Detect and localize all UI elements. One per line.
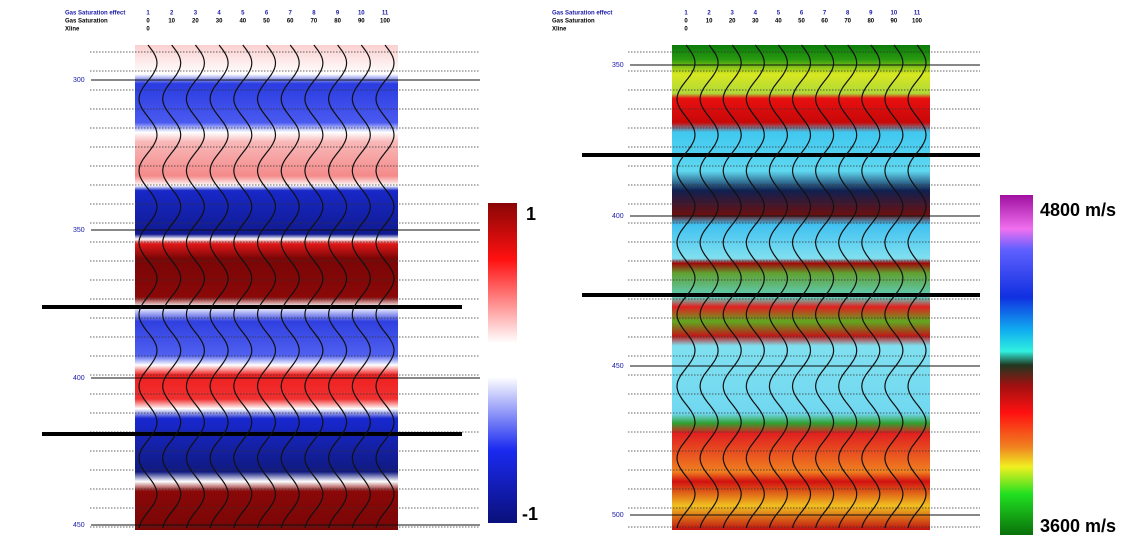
colorbar-max: 4800 m/s — [1040, 200, 1116, 220]
xline-value: 0 — [146, 27, 150, 33]
saturation-value: 90 — [891, 19, 898, 25]
trace-number: 4 — [217, 11, 221, 17]
trace-number: 11 — [382, 11, 389, 17]
saturation-value: 70 — [311, 19, 318, 25]
saturation-value: 60 — [287, 19, 294, 25]
colorbar-max: 1 — [526, 204, 536, 224]
saturation-value: 40 — [239, 19, 246, 25]
trace-number: 1 — [146, 11, 150, 17]
trace-number: 7 — [823, 11, 827, 17]
saturation-value: 30 — [216, 19, 223, 25]
depth-label: 400 — [612, 213, 624, 220]
saturation-value: 10 — [706, 19, 713, 25]
trace-number: 7 — [289, 11, 293, 17]
trace-number: 3 — [731, 11, 735, 17]
trace-number: 10 — [891, 11, 898, 17]
depth-label: 400 — [73, 375, 85, 382]
depth-label: 350 — [612, 62, 624, 69]
header-label: Xline — [552, 27, 567, 33]
depth-label: 450 — [73, 522, 85, 529]
trace-number: 2 — [707, 11, 711, 17]
left-colorbar-neg — [488, 377, 517, 523]
saturation-value: 0 — [146, 19, 150, 25]
saturation-value: 70 — [844, 19, 851, 25]
header-label: Gas Saturation — [65, 19, 108, 25]
trace-number: 8 — [846, 11, 850, 17]
trace-number: 1 — [684, 11, 688, 17]
saturation-value: 100 — [912, 19, 923, 25]
trace-number: 3 — [194, 11, 198, 17]
left-colorbar-pos — [488, 203, 517, 343]
saturation-value: 60 — [821, 19, 828, 25]
trace-number: 8 — [312, 11, 316, 17]
saturation-value: 90 — [358, 19, 365, 25]
trace-number: 9 — [336, 11, 340, 17]
right-colorbar — [1000, 195, 1033, 535]
right-section — [672, 45, 930, 530]
trace-number: 5 — [241, 11, 245, 17]
saturation-value: 20 — [729, 19, 736, 25]
trace-number: 9 — [869, 11, 873, 17]
saturation-value: 50 — [263, 19, 270, 25]
saturation-value: 80 — [867, 19, 874, 25]
saturation-value: 100 — [380, 19, 391, 25]
header-label: Gas Saturation effect — [65, 11, 125, 17]
depth-label: 300 — [73, 77, 85, 84]
figure: 1 -1 4800 m/s 3600 m/s Gas Saturation ef… — [0, 0, 1139, 540]
trace-number: 4 — [754, 11, 758, 17]
depth-label: 500 — [612, 512, 624, 519]
saturation-value: 0 — [684, 19, 688, 25]
trace-number: 10 — [358, 11, 365, 17]
header-label: Gas Saturation — [552, 19, 595, 25]
saturation-value: 40 — [775, 19, 782, 25]
colorbar-min: 3600 m/s — [1040, 516, 1116, 536]
xline-value: 0 — [684, 27, 688, 33]
trace-number: 5 — [777, 11, 781, 17]
header-label: Xline — [65, 27, 80, 33]
saturation-value: 20 — [192, 19, 199, 25]
trace-number: 6 — [800, 11, 804, 17]
header-label: Gas Saturation effect — [552, 11, 612, 17]
depth-label: 350 — [73, 227, 85, 234]
colorbar-min: -1 — [522, 504, 538, 524]
depth-label: 450 — [612, 363, 624, 370]
saturation-value: 10 — [168, 19, 175, 25]
trace-number: 2 — [170, 11, 174, 17]
saturation-value: 50 — [798, 19, 805, 25]
trace-number: 6 — [265, 11, 269, 17]
trace-number: 11 — [914, 11, 921, 17]
saturation-value: 30 — [752, 19, 759, 25]
saturation-value: 80 — [334, 19, 341, 25]
